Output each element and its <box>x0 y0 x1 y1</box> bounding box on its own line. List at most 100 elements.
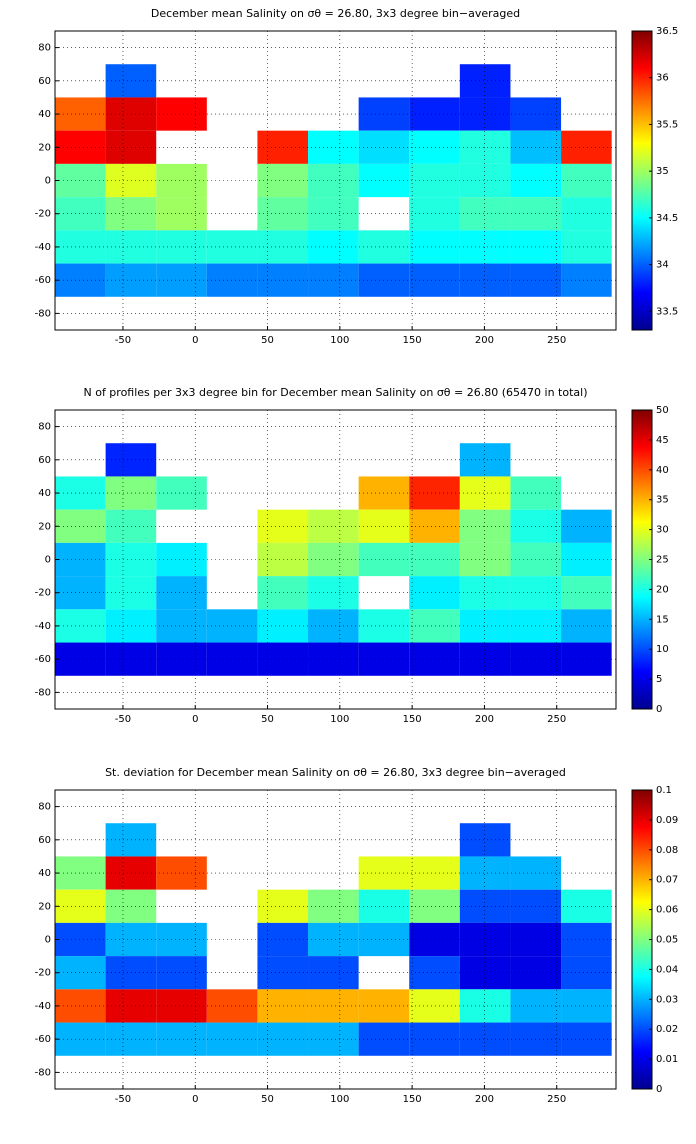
cell <box>459 130 511 164</box>
cell <box>55 889 106 923</box>
y-tick-label: 20 <box>38 142 51 153</box>
cell <box>105 642 157 676</box>
colorbar-tick-label: 15 <box>656 614 669 625</box>
y-tick-label: -80 <box>35 308 51 319</box>
y-tick-label: 60 <box>38 455 51 466</box>
cell <box>105 509 157 543</box>
cell <box>257 163 309 198</box>
cell <box>459 230 511 264</box>
y-tick-label: 20 <box>38 901 51 912</box>
cell <box>409 130 460 164</box>
x-tick-label: 0 <box>192 335 198 346</box>
cell <box>409 642 460 676</box>
y-tick-label: 80 <box>38 43 51 54</box>
cell <box>105 576 157 610</box>
x-tick-label: 200 <box>475 714 494 725</box>
x-tick-label: 50 <box>261 335 274 346</box>
cell <box>561 989 612 1023</box>
cell <box>459 823 511 857</box>
cell <box>206 609 258 643</box>
cell <box>409 263 460 297</box>
cell <box>459 263 511 297</box>
cell <box>156 576 207 610</box>
cell <box>409 609 460 643</box>
cell <box>459 856 511 890</box>
cell <box>55 130 106 164</box>
cell <box>561 922 612 957</box>
colorbar-tick-label: 20 <box>656 584 669 595</box>
cell <box>156 263 207 297</box>
cell <box>561 542 612 577</box>
cell <box>105 1022 157 1056</box>
y-tick-label: 80 <box>38 802 51 813</box>
cell <box>55 1022 106 1056</box>
colorbar-tick-label: 10 <box>656 644 669 655</box>
cell <box>105 130 157 164</box>
y-tick-label: -60 <box>35 275 51 286</box>
cell <box>257 130 309 164</box>
cell <box>55 230 106 264</box>
cell <box>206 230 258 264</box>
cell <box>308 889 359 923</box>
cell <box>561 609 612 643</box>
cell <box>55 576 106 610</box>
cell <box>459 197 511 231</box>
cell <box>156 856 207 890</box>
cell <box>561 197 612 231</box>
cell <box>206 263 258 297</box>
cell <box>308 576 359 610</box>
cell <box>561 509 612 543</box>
cell <box>409 989 460 1023</box>
cell <box>55 163 106 198</box>
cell <box>308 163 359 198</box>
cell <box>156 163 207 198</box>
cell <box>55 476 106 510</box>
cell <box>257 576 309 610</box>
cell <box>257 263 309 297</box>
colorbar-tick-label: 0.08 <box>656 845 678 856</box>
cell <box>409 956 460 990</box>
cell <box>206 642 258 676</box>
colorbar-tick-label: 0.02 <box>656 1024 678 1035</box>
cell <box>55 97 106 131</box>
x-tick-label: -50 <box>115 714 131 725</box>
cell <box>206 1022 258 1056</box>
x-tick-label: 100 <box>330 714 349 725</box>
x-tick-label: 50 <box>261 1094 274 1105</box>
cell <box>257 1022 309 1056</box>
cell <box>105 443 157 477</box>
y-tick-label: -20 <box>35 968 51 979</box>
cell <box>308 230 359 264</box>
cell <box>257 989 309 1023</box>
colorbar-tick-label: 5 <box>656 674 662 685</box>
cell <box>55 642 106 676</box>
cell <box>409 163 460 198</box>
x-tick-label: 150 <box>403 714 422 725</box>
cell <box>308 609 359 643</box>
colorbar-tick-label: 0.09 <box>656 815 678 826</box>
x-tick-label: 0 <box>192 714 198 725</box>
cell <box>156 230 207 264</box>
cell <box>459 1022 511 1056</box>
cell <box>257 922 309 957</box>
x-tick-label: 100 <box>330 335 349 346</box>
chart-title: St. deviation for December mean Salinity… <box>105 766 566 779</box>
y-tick-label: -40 <box>35 1001 51 1012</box>
cell <box>257 509 309 543</box>
colorbar <box>631 30 653 331</box>
colorbar-tick-label: 0.07 <box>656 875 678 886</box>
cell <box>257 197 309 231</box>
y-tick-label: 60 <box>38 76 51 87</box>
cell <box>561 230 612 264</box>
cell <box>105 889 157 923</box>
cell <box>308 197 359 231</box>
cell <box>105 856 157 890</box>
cell <box>308 922 359 957</box>
cell <box>257 542 309 577</box>
cell <box>105 609 157 643</box>
cell <box>459 922 511 957</box>
colorbar-tick-label: 0.01 <box>656 1054 678 1065</box>
cell <box>409 197 460 231</box>
cell <box>308 130 359 164</box>
